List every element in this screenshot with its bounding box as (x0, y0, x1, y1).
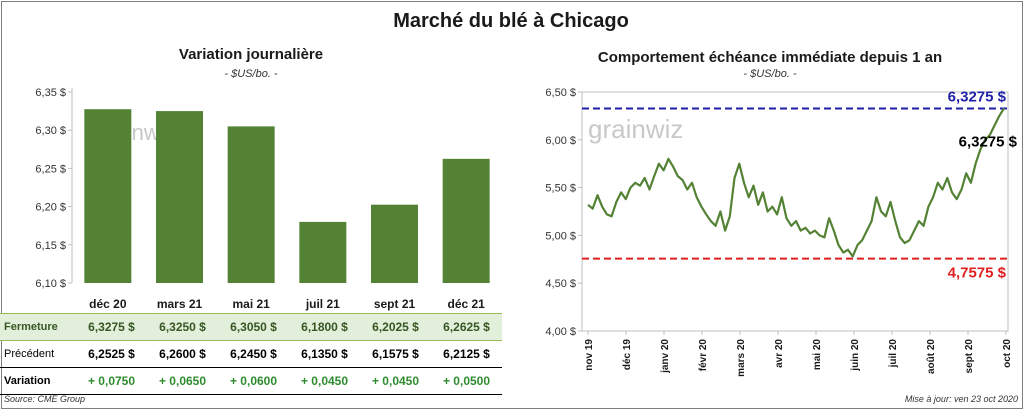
table-cell: 6,2125 $ (443, 347, 490, 361)
table-cell: 6,2450 $ (230, 347, 277, 361)
y-tick-label: 4,50 $ (545, 278, 576, 290)
x-tick-label: juil 21 (305, 297, 340, 311)
source-note: Source: CME Group (4, 394, 86, 404)
x-tick-label: janv 20 (660, 339, 671, 374)
watermark: grainwiz (588, 114, 683, 144)
plot-area (581, 91, 1009, 332)
table-cell: 6,1575 $ (372, 347, 419, 361)
left-chart-unit: - $US/bo. - (224, 68, 278, 80)
line-chart: grainwiz 6,50 $ 6,00 $ 5,50 $ 5,00 $ 4,50 $ 4… (545, 87, 1018, 377)
x-tick-label: mai 21 (232, 297, 270, 311)
table-cell: 6,2025 $ (360, 313, 431, 341)
price-series-line (587, 107, 1005, 258)
row-label: Variation (0, 367, 76, 395)
y-tick-label: 6,00 $ (545, 135, 576, 147)
table-cell: + 0,0650 (147, 367, 218, 395)
x-tick-label: févr 20 (698, 339, 709, 372)
bar (299, 221, 347, 283)
x-tick-label: oct 20 (1002, 339, 1013, 368)
bar (371, 204, 418, 283)
x-tick-label: mars 21 (157, 297, 203, 311)
update-note: Mise à jour: ven 23 oct 2020 (904, 394, 1018, 404)
right-chart-title: Comportement échéance immédiate depuis 1… (597, 49, 943, 66)
low-label: 4,7575 $ (948, 265, 1007, 282)
table-row-fermeture: Fermeture 6,3275 $ 6,3250 $ 6,3050 $ 6,1… (0, 313, 502, 341)
left-chart-title: Variation journalière (178, 46, 324, 63)
y-tick-label: 5,50 $ (545, 183, 576, 195)
bar (227, 126, 275, 283)
right-chart-unit: - $US/bo. - (743, 68, 797, 80)
x-tick-label: août 20 (926, 339, 937, 374)
y-tick-label: 6,20 $ (35, 202, 66, 214)
x-tick-label: déc 20 (89, 297, 127, 311)
table-cell: 6,2600 $ (159, 347, 206, 361)
page-title: Marché du blé à Chicago (393, 10, 629, 32)
y-tick-label: 5,00 $ (545, 230, 576, 242)
x-tick-label: sept 21 (374, 297, 416, 311)
y-tick-label: 4,00 $ (545, 326, 576, 338)
table-cell: + 0,0450 (360, 367, 431, 395)
bar-chart: grainwiz 6,35 $6,30 $6,25 $6,20 $6,15 $6… (35, 87, 490, 311)
y-tick-label: 6,25 $ (35, 163, 66, 175)
table-row-variation: Variation + 0,0750 + 0,0650 + 0,0600 + 0… (0, 367, 502, 395)
x-tick-label: mars 20 (736, 339, 747, 377)
price-table: Fermeture 6,3275 $ 6,3250 $ 6,3050 $ 6,1… (0, 313, 502, 395)
bar (442, 158, 490, 283)
table-cell: 6,3275 $ (76, 313, 147, 341)
x-tick-label: juin 20 (850, 339, 861, 372)
row-label: Précédent (4, 348, 55, 360)
y-tick-label: 6,35 $ (35, 87, 66, 99)
x-tick-label: déc 19 (622, 339, 633, 371)
table-cell: 6,2525 $ (88, 347, 135, 361)
last-value-label: 6,3275 $ (959, 133, 1018, 150)
x-tick-label: nov 19 (584, 339, 595, 371)
bar (84, 109, 132, 283)
table-cell: + 0,0500 (431, 367, 502, 395)
x-tick-label: avr 20 (774, 339, 785, 368)
high-label: 6,3275 $ (948, 88, 1007, 105)
row-label: Fermeture (0, 313, 76, 341)
bar (156, 111, 203, 283)
table-cell: 6,1350 $ (301, 347, 348, 361)
x-tick-label: mai 20 (812, 339, 823, 371)
y-tick-label: 6,10 $ (35, 278, 66, 290)
table-cell: 6,3250 $ (147, 313, 218, 341)
table-row-precedent: Précédent 6,2525 $ 6,2600 $ 6,2450 $ 6,1… (0, 341, 502, 368)
table-cell: + 0,0750 (76, 367, 147, 395)
table-cell: + 0,0600 (218, 367, 289, 395)
table-cell: 6,1800 $ (289, 313, 360, 341)
x-tick-label: sept 20 (964, 339, 975, 374)
x-tick-label: juil 20 (888, 339, 899, 369)
table-cell: 6,3050 $ (218, 313, 289, 341)
y-tick-label: 6,30 $ (35, 125, 66, 137)
y-tick-label: 6,50 $ (545, 87, 576, 99)
x-tick-label: déc 21 (447, 297, 485, 311)
table-cell: 6,2625 $ (431, 313, 502, 341)
y-tick-label: 6,15 $ (35, 240, 66, 252)
table-cell: + 0,0450 (289, 367, 360, 395)
